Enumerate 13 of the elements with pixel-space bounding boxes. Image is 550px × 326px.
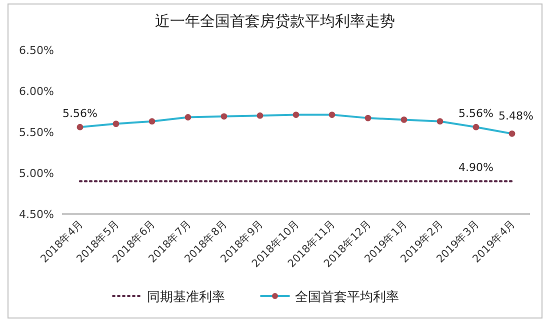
data-label: 4.90%: [458, 161, 494, 174]
y-tick-label: 5.00%: [19, 167, 54, 180]
legend-label: 全国首套平均利率: [295, 289, 399, 305]
data-label: 5.48%: [498, 110, 534, 123]
chart-title: 近一年全国首套房贷款平均利率走势: [155, 12, 395, 30]
legend-label: 同期基准利率: [147, 289, 225, 305]
data-label: 5.56%: [62, 107, 98, 120]
y-tick-label: 4.50%: [19, 208, 54, 221]
y-tick-label: 6.00%: [19, 85, 54, 98]
同期基准利率: 4.90%: [78, 161, 514, 182]
y-tick-label: 5.50%: [19, 126, 54, 139]
data-label: 5.56%: [458, 107, 494, 120]
y-tick-label: 6.50%: [19, 44, 54, 57]
